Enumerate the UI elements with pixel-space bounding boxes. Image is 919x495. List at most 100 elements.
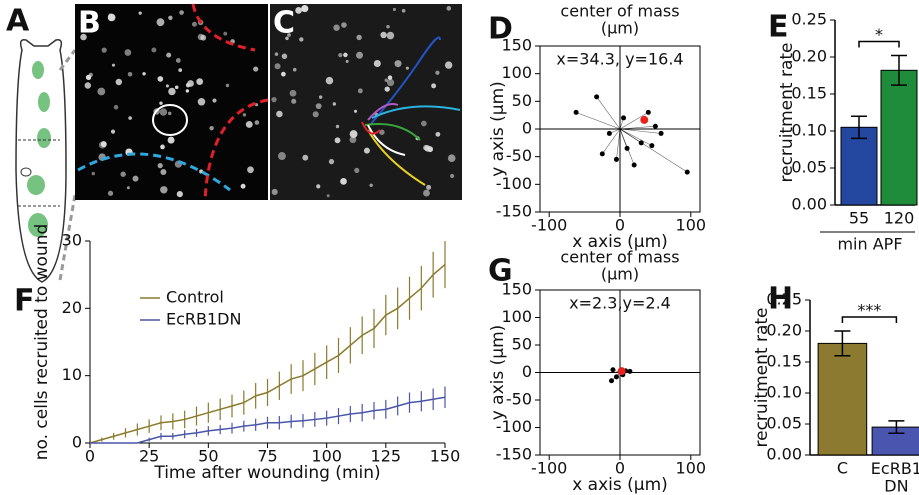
cell — [271, 188, 278, 196]
cell — [401, 8, 406, 13]
y-tick-label: 150 — [501, 36, 532, 55]
cell — [225, 83, 230, 88]
bar — [871, 426, 919, 456]
series-line — [89, 263, 446, 444]
y-tick-label: -100 — [496, 417, 532, 436]
significance-bracket — [858, 40, 900, 48]
cell — [379, 129, 385, 135]
x-tick-label: 25 — [139, 447, 159, 466]
cell — [316, 184, 321, 189]
significance-bracket — [841, 316, 898, 323]
track — [576, 112, 621, 130]
cell — [274, 52, 279, 56]
cell — [380, 31, 387, 39]
cell — [394, 60, 402, 68]
cell — [91, 171, 95, 176]
y-tick-label: 0.05 — [791, 158, 827, 177]
point — [573, 109, 579, 115]
cell — [179, 10, 184, 15]
track — [596, 96, 621, 130]
cell — [157, 162, 163, 169]
x-tick-label: 55 — [849, 209, 869, 228]
cell — [386, 24, 390, 29]
y-tick-label: 0.15 — [791, 84, 827, 103]
y-axis-label: y axis (μm) — [488, 81, 508, 177]
y-tick-label: 0.25 — [766, 290, 802, 309]
y-tick-label: 0.05 — [766, 414, 802, 433]
cell — [196, 78, 204, 85]
error-bar — [834, 330, 851, 357]
cell — [424, 145, 431, 152]
y-tick-label: 0 — [522, 362, 532, 381]
cell — [349, 130, 358, 138]
cell — [281, 53, 288, 60]
cell — [291, 98, 297, 104]
cell — [287, 33, 291, 37]
cell — [369, 183, 373, 188]
cell — [326, 194, 330, 198]
y-axis-label: no. cells recruited to wound — [32, 224, 52, 461]
point — [627, 368, 633, 374]
cell — [159, 101, 163, 105]
cell — [160, 144, 165, 150]
panel-label: A — [6, 4, 30, 39]
chart-subtitle: (μm) — [601, 265, 639, 284]
cell — [338, 53, 343, 58]
cell — [274, 63, 281, 70]
cell — [405, 66, 409, 70]
cell — [328, 158, 335, 165]
x-tick-label: C — [837, 459, 848, 478]
cell — [334, 137, 341, 144]
legend-label: Control — [166, 288, 224, 307]
point — [652, 123, 658, 129]
x-tick-label: 150 — [430, 447, 461, 466]
point — [621, 115, 627, 121]
cell — [127, 71, 133, 77]
point — [594, 94, 600, 100]
cell — [431, 83, 437, 89]
significance: *** — [857, 301, 881, 320]
x-tick-label: 120 — [884, 209, 915, 228]
x-tick-label: -100 — [531, 459, 567, 478]
cell — [276, 110, 283, 118]
cell — [271, 96, 277, 103]
cell — [209, 125, 214, 131]
cell — [168, 87, 176, 96]
cell — [108, 13, 112, 17]
cell — [435, 131, 441, 137]
y-tick-label: 0.15 — [766, 352, 802, 371]
x-tick-label: 0 — [85, 447, 95, 466]
track — [619, 128, 635, 166]
cell — [167, 111, 172, 116]
cell — [292, 67, 297, 72]
cell — [115, 78, 123, 86]
cell — [142, 72, 146, 76]
y-tick-label: 100 — [501, 307, 532, 326]
panel-a-drawing — [15, 38, 77, 283]
bar — [840, 126, 878, 206]
cell — [245, 120, 253, 128]
x-axis-label: x axis (μm) — [572, 232, 668, 252]
center-point — [617, 367, 626, 376]
y-tick-label: 30 — [62, 231, 82, 250]
cells — [80, 4, 456, 198]
y-tick-label: 0 — [522, 119, 532, 138]
y-axis-label: y axis (μm) — [488, 325, 508, 421]
cell — [384, 78, 388, 82]
y-tick-label: 0.00 — [791, 195, 827, 214]
cell — [128, 116, 132, 120]
cell — [185, 89, 190, 93]
cell — [111, 63, 116, 67]
y-tick-label: 0.25 — [791, 10, 827, 29]
y-axis-label: recruitment rate — [752, 308, 772, 448]
y-tick-label: 0.20 — [766, 321, 802, 340]
center-point — [640, 115, 649, 124]
cell — [97, 87, 106, 96]
panel-label: B — [78, 6, 101, 41]
y-tick-label: 0.00 — [766, 445, 802, 464]
cell — [285, 36, 289, 41]
point — [613, 374, 619, 380]
cell — [168, 15, 173, 20]
cell — [85, 74, 92, 81]
